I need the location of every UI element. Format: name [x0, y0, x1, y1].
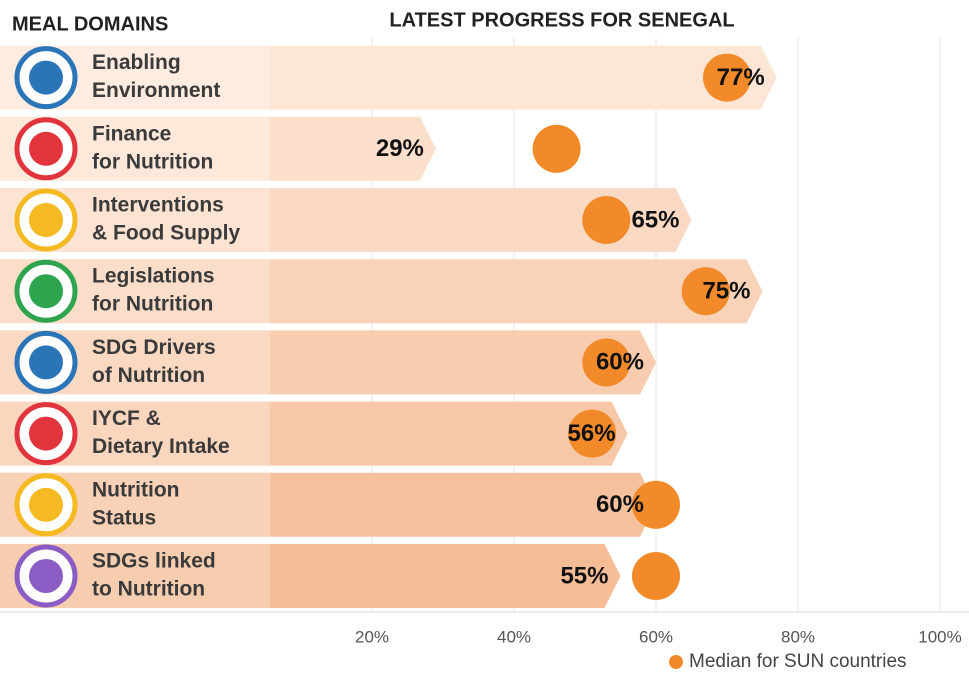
- bar: [0, 330, 656, 395]
- icon-inner: [29, 345, 63, 380]
- icon-inner: [29, 203, 63, 237]
- value-label: 65%: [631, 206, 679, 233]
- x-tick-label: 60%: [639, 627, 673, 646]
- x-tick-label: 100%: [918, 627, 961, 646]
- bar: [0, 401, 628, 466]
- category-label: Nutrition: [92, 478, 179, 501]
- value-label: 77%: [717, 64, 765, 91]
- median-dot: [681, 267, 730, 316]
- icon-inner: [29, 559, 63, 593]
- median-dot: [582, 196, 631, 244]
- icon-inner: [29, 131, 63, 166]
- category-label: IYCF &: [92, 407, 161, 430]
- median-dot: [532, 124, 581, 173]
- bar: [0, 544, 621, 608]
- x-tick-label: 40%: [497, 627, 531, 646]
- value-label: 75%: [702, 278, 750, 305]
- bar: [0, 472, 656, 537]
- category-label: Dietary Intake: [92, 435, 230, 458]
- category-label: SDG Drivers: [92, 336, 216, 359]
- median-dot: [632, 552, 680, 600]
- x-tick-label: 20%: [355, 627, 389, 646]
- value-label: 60%: [596, 349, 644, 376]
- category-label: Legislations: [92, 265, 215, 288]
- category-label: & Food Supply: [92, 222, 240, 245]
- category-label: Enabling: [92, 51, 181, 74]
- category-label: Finance: [92, 122, 171, 145]
- bar: [0, 45, 777, 110]
- category-label: of Nutrition: [92, 364, 205, 387]
- icon-inner: [29, 60, 63, 95]
- category-label: for Nutrition: [92, 150, 213, 173]
- value-label: 29%: [376, 135, 424, 162]
- median-dot: [582, 338, 631, 387]
- legend-dot: [669, 655, 683, 669]
- median-dot: [703, 53, 751, 102]
- icon-inner: [29, 487, 63, 522]
- category-label: Status: [92, 506, 156, 529]
- category-label: for Nutrition: [92, 293, 213, 316]
- median-dot: [632, 480, 680, 529]
- header: MEAL DOMAINS: [12, 13, 168, 35]
- value-label: 60%: [596, 491, 644, 518]
- category-label: to Nutrition: [92, 578, 205, 601]
- icon-inner: [29, 416, 63, 451]
- value-label: 56%: [568, 420, 616, 447]
- x-tick-label: 80%: [781, 627, 815, 646]
- bar: [0, 188, 692, 252]
- bar: [0, 259, 763, 324]
- median-dot: [568, 409, 617, 458]
- value-label: 55%: [560, 562, 608, 589]
- icon-inner: [29, 274, 63, 309]
- chart-title: LATEST PROGRESS FOR SENEGAL: [389, 9, 734, 31]
- category-label: SDGs linked: [92, 550, 216, 573]
- category-label: Interventions: [92, 194, 224, 217]
- category-label: Environment: [92, 79, 220, 102]
- legend-label: Median for SUN countries: [689, 651, 907, 672]
- bar: [0, 116, 436, 181]
